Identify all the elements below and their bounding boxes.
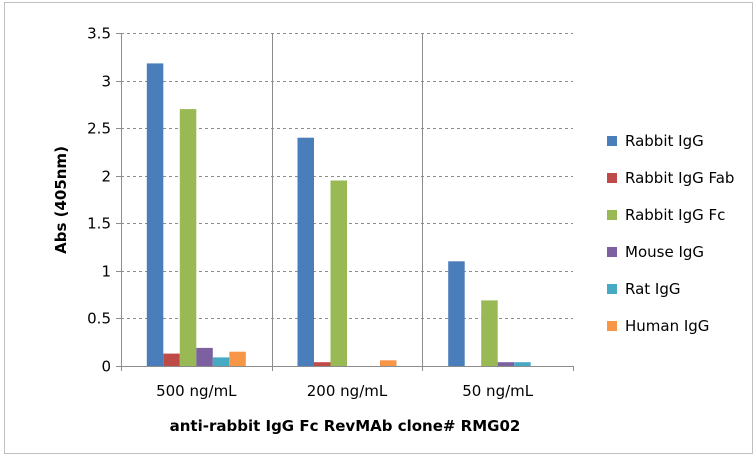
legend-swatch: [607, 173, 617, 183]
x-tick-label: 500 ng/mL: [156, 382, 237, 400]
y-tick-label: 0: [101, 358, 111, 376]
bar-rabbit-igg-fc: [330, 180, 347, 366]
y-tick-label: 3: [101, 73, 111, 91]
legend-label: Rabbit IgG: [625, 132, 704, 150]
legend-label: Rat IgG: [625, 280, 681, 298]
legend-label: Rabbit IgG Fab: [625, 169, 734, 187]
legend-swatch: [607, 136, 617, 146]
bar-rabbit-igg: [146, 63, 164, 367]
legend-swatch: [607, 247, 617, 257]
y-axis-title: Abs (405nm): [52, 146, 70, 254]
y-tick-label: 3.5: [87, 25, 111, 43]
chart-frame: [4, 2, 753, 454]
x-tick-label: 50 ng/mL: [462, 382, 534, 400]
tick-labels: 0 0.5 1 1.5 2 2.5 3 3.5 500 ng/mL 200 ng/mL 50 ng/…: [87, 25, 534, 401]
y-tick-label: 1.5: [87, 215, 111, 233]
bar-rat-igg: [212, 357, 230, 366]
bar-rabbit-igg-fc: [481, 300, 498, 366]
y-tick-label: 1: [101, 263, 111, 281]
bar-human-igg: [229, 351, 246, 366]
bar-rat-igg: [514, 362, 531, 366]
bar-rabbit-igg: [297, 137, 314, 366]
y-tick-label: 2.5: [87, 120, 111, 138]
x-axis-title: anti-rabbit IgG Fc RevMAb clone# RMG02: [170, 417, 521, 435]
bar-mouse-igg: [497, 362, 515, 366]
bar-rabbit-igg-fab: [163, 353, 180, 366]
y-tick-label: 2: [101, 168, 111, 186]
bars: [146, 63, 531, 367]
gridlines: [121, 33, 573, 366]
legend-swatch: [607, 321, 617, 331]
legend-swatch: [607, 210, 617, 220]
bar-mouse-igg: [196, 347, 213, 366]
bar-rabbit-igg: [448, 261, 465, 366]
x-tick-label: 200 ng/mL: [307, 382, 388, 400]
legend-label: Rabbit IgG Fc: [625, 206, 725, 224]
legend-label: Human IgG: [625, 317, 709, 335]
y-tick-label: 0.5: [87, 310, 111, 328]
bar-rabbit-igg-fab: [314, 362, 331, 366]
bar-rabbit-igg-fc: [179, 109, 197, 366]
legend-label: Mouse IgG: [625, 243, 704, 261]
axes: [116, 33, 574, 371]
bar-human-igg: [380, 360, 397, 366]
legend: Rabbit IgG Rabbit IgG Fab Rabbit IgG Fc Mou…: [607, 132, 734, 335]
legend-swatch: [607, 284, 617, 294]
